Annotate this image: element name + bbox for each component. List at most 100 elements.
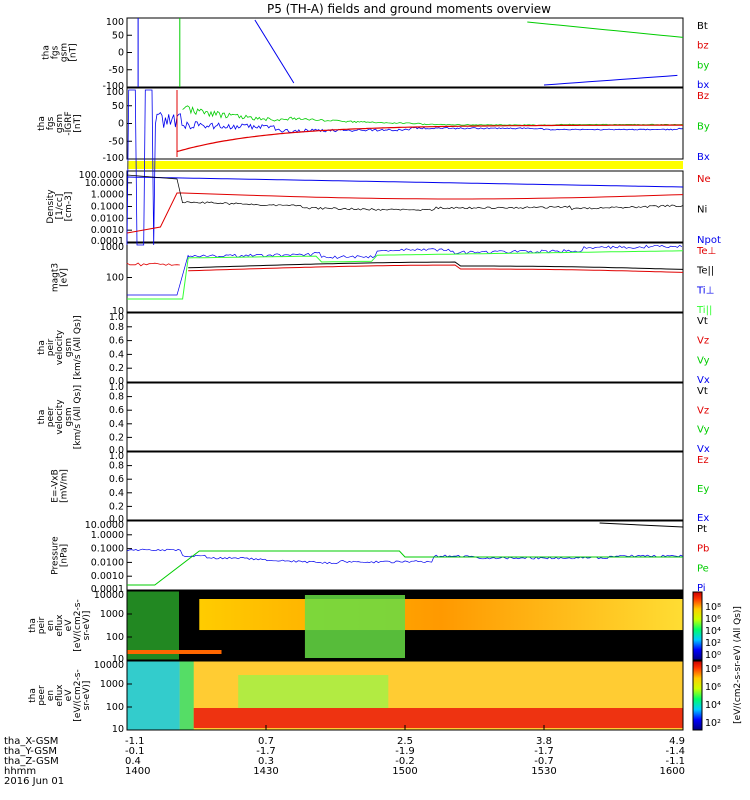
y-tick-label: 0.8 [109,461,124,472]
legend-entry: Vy [697,425,710,436]
x-axis-value: 2.5 [397,736,413,747]
legend-entry: Ex [697,513,709,524]
legend-entry: Bx [697,152,710,163]
x-axis-value: -0.7 [534,756,554,767]
x-axis-date: 2016 Jun 01 [4,776,64,787]
y-axis-label-line: [nPa] [60,544,70,567]
y-axis-label-line: eflux [55,684,65,707]
legend-entry: Pb [697,544,709,555]
y-tick-label: 50 [112,101,124,112]
y-tick-label: 0.6 [109,336,124,347]
x-axis-row-label: tha_Y-GSM [4,746,57,757]
y-axis-label-line: sr-eV)] [82,681,92,711]
x-axis-value: -1.1 [665,756,685,767]
figure-title: P5 (TH-A) fields and ground moments over… [267,2,551,16]
y-axis-label-line: [km/s (All Qs)] [73,385,83,449]
y-axis-label-line: Pressure [51,536,61,575]
series-Ni [126,174,684,211]
y-tick-label: 10 [112,724,124,735]
panel-frame [126,520,684,591]
y-tick-label: 50 [112,30,124,41]
series-Bz [176,124,683,153]
series-By [182,105,684,126]
colorbar-tick-label: 10² [705,638,721,649]
x-axis-row-label: hhmm [4,766,36,777]
y-axis-label-line: [nT] [73,114,83,132]
colorbar-tick-label: 10⁶ [705,682,721,693]
series-Te-par [188,261,684,270]
y-axis-label-line: [eV/(cm2-s- [73,669,83,721]
y-tick-label: 0.4 [109,488,124,499]
x-axis-value: -0.2 [395,756,415,767]
y-axis-label-line: tha [37,340,47,355]
y-tick-label: 0.0 [109,514,124,525]
y-axis-label-line: eflux [55,614,65,637]
y-tick-label: 10.0000 [85,520,124,531]
legend-entry: Te|| [696,266,714,277]
y-tick-label: -100 [102,153,124,164]
legend-entry: Vx [697,375,710,386]
y-axis-label-line: velocity [55,399,65,435]
y-tick-label: 0 [118,48,124,59]
x-axis-value: 1530 [531,766,556,777]
y-tick-label: 100 [106,87,124,98]
panel-frame [126,451,684,521]
y-tick-label: 100 [106,702,124,713]
legend-entry: Ti|| [696,305,712,316]
y-tick-label: 0.4 [109,349,124,360]
y-tick-label: 100 [106,632,124,643]
colorbar-tick-label: 10⁶ [705,614,721,625]
y-tick-label: 10000 [94,660,124,671]
series-Bx [126,89,683,246]
spectrogram-low-energy-red [193,708,683,728]
legend-entry: Ey [697,484,709,495]
y-axis-label-line: Density [46,189,56,224]
y-tick-label: 1.0000 [91,190,124,201]
colorbar-tick-label: 10⁸ [705,664,721,675]
colorbar-tick-label: 10² [705,718,721,729]
colorbar-tick-label: 10⁴ [705,626,721,637]
series-Pi [126,548,684,565]
y-tick-label: 1000 [100,609,124,620]
y-tick-label: 0.4 [109,419,124,430]
y-tick-label: 10 [112,306,124,317]
y-axis-label-line: [cm-3] [64,192,74,222]
legend-entry: Te⊥ [696,246,716,257]
y-tick-label: 0.0010 [91,571,124,582]
y-axis-label-line: en [46,690,56,701]
y-tick-label: 0.2 [109,363,124,374]
y-axis-label-line: peer [46,406,56,427]
y-axis-label-line: [nT] [69,43,79,61]
series-Pt [599,522,684,528]
x-axis-value: 1400 [125,766,150,777]
x-axis-value: 0.3 [258,756,274,767]
spectrogram-transition [179,661,194,730]
y-tick-label: 1.0 [109,312,124,323]
spectrogram-ion-green-patch [304,595,405,658]
spectrogram-electron-green-patch [238,675,389,710]
y-axis-label-line: eV [64,689,74,702]
y-axis-label-line: E=-VxB [51,469,61,503]
spectrogram-low-energy-strip [127,650,222,654]
x-axis-value: -1.4 [665,746,685,757]
y-tick-label: 1.0 [109,382,124,393]
series-by-curve [527,21,684,38]
legend-entry: Ne [697,174,711,185]
y-tick-label: 0.0100 [91,213,124,224]
legend-entry: Ni [697,205,707,216]
y-axis-label-line: tha [37,410,47,425]
x-axis-value: -0.1 [125,746,145,757]
y-axis-label-line: peer [37,685,47,706]
y-tick-label: 0.1000 [91,544,124,555]
panel-frame [126,590,684,661]
panel-frame [126,242,684,313]
legend-entry: Vt [697,386,708,397]
y-axis-label-line: -IGRF [64,111,74,135]
y-tick-label: 0.0 [109,445,124,456]
colorbar-label: [eV/(cm2-s-sr-eV) (All Qs)] [733,606,743,724]
legend-entry: Vx [697,444,710,455]
legend-entry: Pe [697,563,709,574]
x-axis-row-label: tha_Z-GSM [4,756,59,767]
legend-entry: Npot [697,235,721,246]
y-tick-label: 0.0001 [91,584,124,595]
